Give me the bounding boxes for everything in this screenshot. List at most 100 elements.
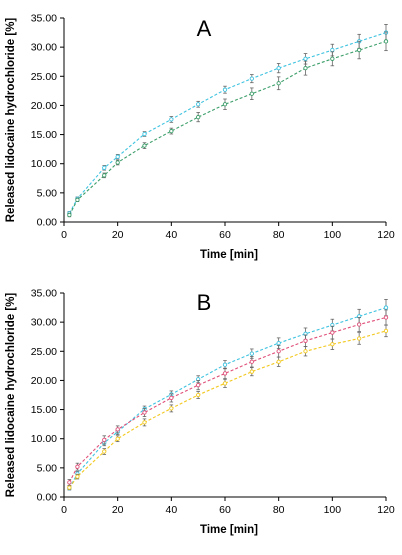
panel-b-y-axis-label: Released lidocaine hydrochloride [%]	[5, 293, 17, 498]
panel-b-x-tick-label: 80	[273, 504, 285, 516]
panel-b-data-point	[115, 427, 120, 432]
panel-b-series-3-line	[68, 330, 387, 489]
panel-a-data-point	[115, 160, 120, 165]
panel-a-y-tick-label: 10.00	[31, 158, 57, 170]
panel-a-data-point	[357, 47, 362, 53]
panel-a-y-tick-label: 5.00	[37, 187, 58, 199]
panel-b-data-point	[383, 328, 389, 334]
panel-b-y-tick-label: 10.00	[31, 433, 57, 445]
panel-b-series-1	[67, 299, 389, 491]
panel-a-data-point	[330, 47, 335, 53]
panel-a-data-point	[383, 39, 389, 44]
panel-a-data-point	[249, 91, 254, 96]
panel-a-x-tick-label: 40	[165, 229, 177, 241]
panel-b-data-point	[303, 349, 308, 354]
panel-b-data-point	[222, 362, 228, 367]
panel-b-y-tick-label: 20.00	[31, 375, 57, 387]
panel-b-data-point	[357, 322, 362, 327]
panel-b-data-point	[276, 340, 281, 346]
panel-b-data-point	[196, 382, 201, 388]
panel-a-data-point	[196, 102, 201, 107]
panel-b-data-point	[276, 359, 281, 364]
panel-b-data-point	[169, 395, 174, 401]
panel-a-x-tick-label: 120	[377, 229, 395, 241]
panel-b-data-point	[276, 349, 281, 354]
panel-b-data-point	[383, 305, 389, 310]
panel-b-data-point	[115, 436, 120, 441]
panel-b-y-tick-label: 0.00	[37, 492, 58, 504]
panel-a-x-tick-label: 20	[112, 229, 124, 241]
panel-a-data-point	[75, 197, 80, 203]
panel-a-data-point	[142, 131, 147, 137]
panel-a-data-point	[196, 114, 201, 120]
panel-b-y-tick-label: 5.00	[37, 462, 58, 474]
panel-b-x-tick-label: 20	[112, 504, 124, 516]
panel-a-data-point	[222, 102, 228, 107]
panel-b: 0.00 5.00 10.00 15.00 20.00 25.00 30.00 35.00 0 2…	[5, 288, 395, 537]
panel-b-series-1-line	[68, 307, 387, 489]
panel-b-data-point	[330, 342, 335, 347]
panel-a-data-point	[102, 173, 107, 178]
panel-b-data-point	[383, 315, 389, 320]
panel-b-data-point	[142, 420, 147, 425]
panel-a-data-point	[303, 65, 308, 71]
panel-a-series-2	[67, 31, 389, 218]
panel-a-data-point	[102, 165, 107, 170]
panel-a-series-2-line	[68, 40, 387, 216]
panel-a-data-point	[222, 87, 228, 92]
panel-b-data-point	[67, 485, 72, 490]
panel-b-x-tick-label: 100	[324, 504, 342, 516]
panel-a-data-point	[303, 56, 308, 61]
panel-b-data-point	[67, 480, 72, 485]
panel-a-data-point	[276, 65, 281, 71]
panel-b-y-tick-label: 15.00	[31, 404, 57, 416]
panel-b-x-tick-label: 120	[377, 504, 395, 516]
panel-a-data-point	[276, 81, 281, 86]
panel-a: 0.00 5.00 10.00 15.00 20.00 25.00 30.00 35.00 0 2…	[5, 13, 395, 262]
panel-b-data-point	[249, 351, 254, 356]
panel-b-data-point	[222, 371, 228, 376]
panel-b-x-tick-label: 0	[61, 504, 67, 516]
panel-a-data-point	[169, 128, 174, 134]
panel-b-series-2-line	[68, 316, 387, 483]
panel-b-data-point	[222, 381, 228, 386]
panel-b-x-axis-label: Time [min]	[200, 524, 258, 536]
panel-b-data-point	[75, 464, 80, 469]
panel-b-data-point	[102, 437, 107, 443]
panel-a-series-1-line	[68, 32, 387, 214]
panel-a-data-point	[330, 56, 335, 61]
panel-a-data-point	[142, 143, 147, 148]
panel-a-x-tick-label: 0	[61, 229, 67, 241]
panel-a-letter: A	[197, 16, 212, 41]
panel-b-y-tick-label: 25.00	[31, 346, 57, 358]
panel-b-data-point	[169, 406, 174, 411]
panel-a-y-tick-label: 15.00	[31, 129, 57, 141]
panel-b-data-point	[102, 449, 107, 454]
panel-a-data-point	[67, 212, 72, 218]
panel-a-series-1	[67, 24, 389, 216]
panel-b-data-point	[75, 474, 80, 479]
panel-b-data-point	[330, 330, 335, 335]
panel-b-data-point	[142, 410, 147, 415]
panel-b-data-point	[357, 336, 362, 341]
panel-a-x-tick-label: 60	[219, 229, 231, 241]
panel-a-data-point	[115, 154, 120, 159]
panel-b-y-tick-label: 35.00	[31, 288, 57, 300]
panel-a-y-axis-label: Released lidocaine hydrochloride [%]	[5, 18, 17, 223]
panel-a-x-axis-label: Time [min]	[200, 249, 258, 261]
panel-b-data-point	[196, 392, 201, 398]
panel-a-y-tick-label: 0.00	[37, 217, 58, 229]
panel-b-data-point	[249, 359, 254, 364]
panel-a-data-point	[169, 117, 174, 122]
panel-b-y-tick-label: 30.00	[31, 317, 57, 329]
panel-a-y-tick-label: 25.00	[31, 71, 57, 83]
panel-b-x-tick-label: 40	[165, 504, 177, 516]
panel-b-data-point	[303, 338, 308, 343]
panel-a-y-tick-label: 30.00	[31, 42, 57, 54]
panel-b-series-2	[67, 309, 389, 486]
panel-a-x-tick-label: 100	[324, 229, 342, 241]
panel-b-data-point	[249, 369, 254, 374]
panel-a-data-point	[249, 76, 254, 81]
panel-b-series-3	[67, 324, 389, 490]
